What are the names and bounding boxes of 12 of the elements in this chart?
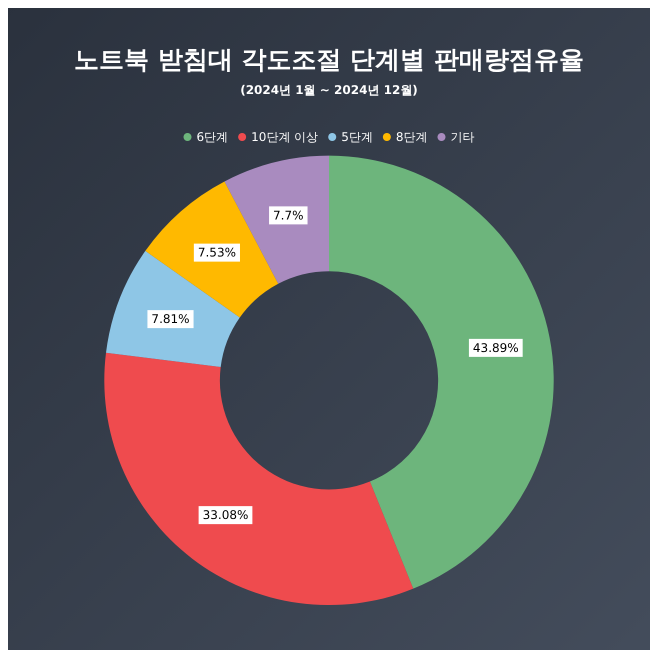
data-label: 33.08% bbox=[202, 508, 248, 522]
data-label: 43.89% bbox=[472, 340, 519, 355]
legend-label: 기타 bbox=[450, 130, 474, 144]
legend-label: 8단계 bbox=[396, 130, 428, 144]
legend-label: 6단계 bbox=[196, 130, 228, 144]
chart-title: 노트북 받침대 각도조절 단계별 판매량점유율 bbox=[74, 45, 584, 74]
data-label: 7.53% bbox=[198, 246, 236, 260]
data-label: 7.81% bbox=[151, 312, 190, 326]
chart-subtitle: (2024년 1월 ~ 2024년 12월) bbox=[240, 83, 418, 97]
legend-label: 5단계 bbox=[341, 130, 373, 144]
data-label: 7.7% bbox=[273, 208, 304, 222]
legend-label: 10단계 이상 bbox=[251, 130, 318, 144]
